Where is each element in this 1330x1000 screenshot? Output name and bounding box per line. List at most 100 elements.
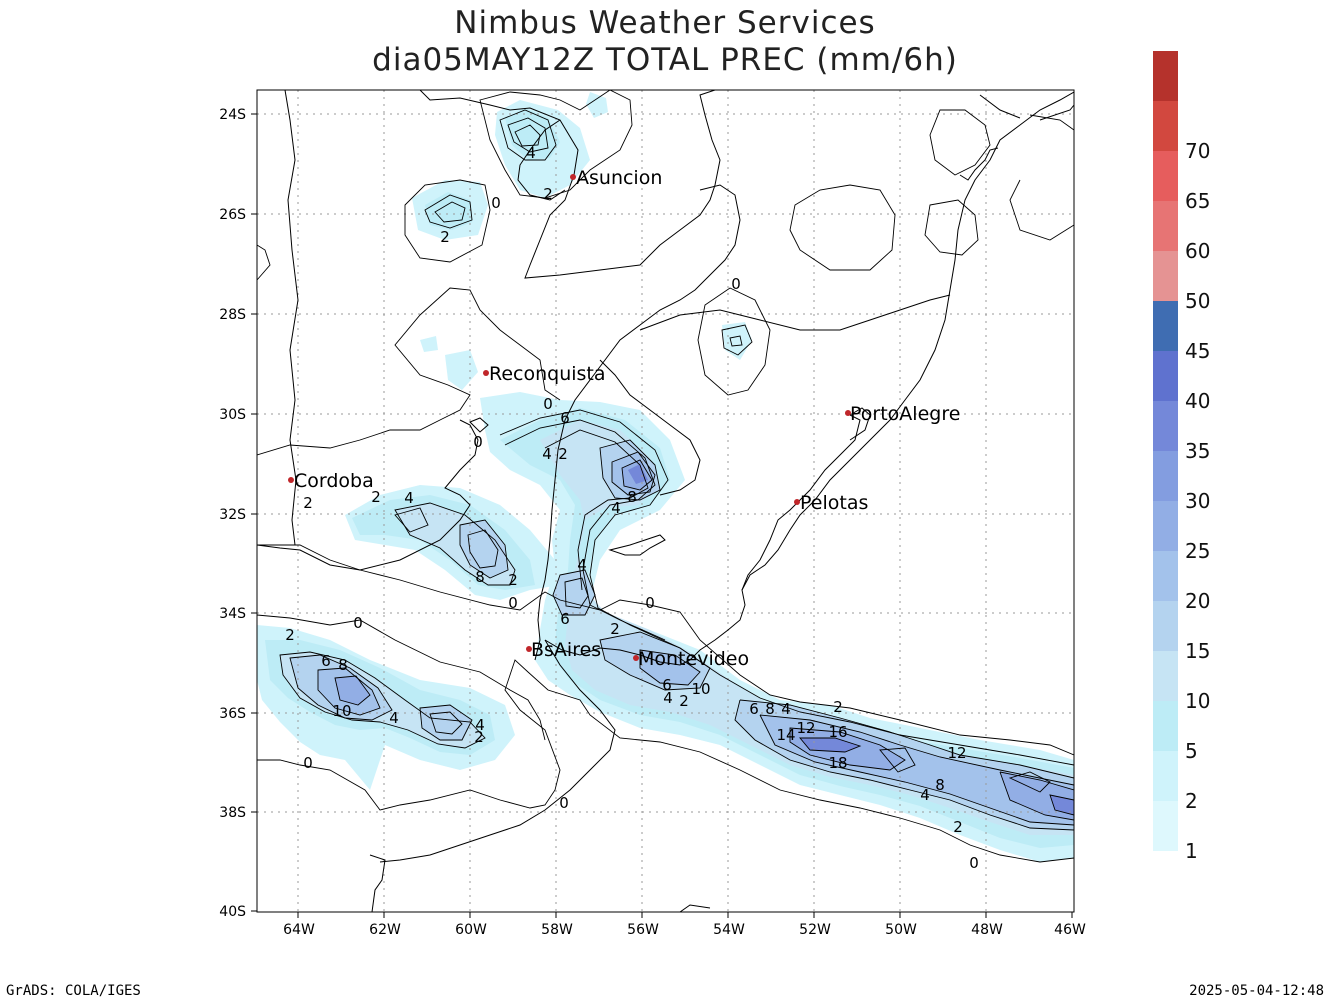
colorbar-label: 70: [1185, 139, 1210, 163]
colorbar-segment: [1153, 51, 1178, 101]
colorbar-segment: [1153, 351, 1178, 401]
contour-label: 6: [662, 676, 672, 694]
contour-label: 2: [371, 488, 381, 506]
city-label: Montevideo: [638, 648, 749, 670]
contour-label: 6: [749, 700, 759, 718]
colorbar-label: 65: [1185, 189, 1210, 213]
contour-label: 0: [303, 754, 313, 772]
contour-label: 2: [833, 698, 843, 716]
city-label: Asuncion: [576, 167, 662, 189]
colorbar-segment: [1153, 451, 1178, 501]
contour-label: 2: [474, 728, 484, 746]
contour-label: 8: [475, 568, 485, 586]
contour-label: 16: [828, 723, 847, 741]
colorbar-label: 5: [1185, 739, 1198, 763]
colorbar-label: 20: [1185, 589, 1210, 613]
y-tick-label: 32S: [219, 507, 246, 523]
x-tick-label: 50W: [885, 922, 917, 938]
contour-label: 8: [338, 656, 348, 674]
colorbar-segment: [1153, 301, 1178, 351]
colorbar-segment: [1153, 101, 1178, 151]
y-tick-label: 28S: [219, 307, 246, 323]
city-bsaires: BsAires: [526, 639, 601, 661]
contour-label: 4: [920, 786, 930, 804]
contour-label: 4: [475, 716, 485, 734]
contour-label: 4: [611, 499, 621, 517]
y-tick-label: 38S: [219, 805, 246, 821]
contour-label: 0: [508, 594, 518, 612]
x-tick-label: 58W: [541, 922, 573, 938]
footer-right: 2025-05-04-12:48: [1189, 983, 1324, 999]
y-tick-label: 40S: [219, 904, 246, 920]
colorbar-segment: [1153, 601, 1178, 651]
x-tick-label: 52W: [799, 922, 831, 938]
x-tick-label: 62W: [369, 922, 401, 938]
contour-label: 8: [765, 700, 775, 718]
contour-label: 0: [969, 854, 979, 872]
y-tick-label: 36S: [219, 706, 246, 722]
contour-label: 0: [731, 275, 741, 293]
contour-label: 2: [610, 620, 620, 638]
contour-label: 0: [543, 395, 553, 413]
contour-label: 4: [577, 556, 587, 574]
y-tick-label: 26S: [219, 207, 246, 223]
colorbar-label: 40: [1185, 389, 1210, 413]
contour-label: 18: [828, 754, 847, 772]
city-label: Pelotas: [800, 492, 868, 514]
contour-label: 8: [627, 488, 637, 506]
colorbar-label: 15: [1185, 639, 1210, 663]
colorbar-label: 2: [1185, 789, 1198, 813]
colorbar-label: 45: [1185, 339, 1210, 363]
map-frame: [256, 89, 1075, 913]
contour-label: 4: [389, 709, 399, 727]
y-axis: 24S 26S 28S 30S 32S 34S 36S 38S 40S: [219, 107, 257, 920]
contour-label: 8: [935, 776, 945, 794]
contour-label: 0: [491, 194, 501, 212]
colorbar-label: 60: [1185, 239, 1210, 263]
colorbar-segment: [1153, 801, 1178, 851]
contour-label: 2: [508, 571, 518, 589]
map-panel: Asuncion Reconquista PortoAlegre Cordoba…: [256, 89, 1075, 913]
colorbar-segment: [1153, 201, 1178, 251]
city-markers: Asuncion Reconquista PortoAlegre Cordoba…: [288, 167, 960, 670]
contour-label: 4: [663, 689, 673, 707]
y-tick-label: 34S: [219, 606, 246, 622]
y-tick-label: 24S: [219, 107, 246, 123]
colorbar-segment: [1153, 751, 1178, 801]
contour-label: 12: [796, 719, 815, 737]
contour-label: 14: [776, 726, 795, 744]
y-tick-label: 30S: [219, 407, 246, 423]
colorbar-label: 30: [1185, 489, 1210, 513]
contour-label: 6: [321, 652, 331, 670]
footer-left: GrADS: COLA/IGES: [6, 983, 141, 999]
graticule: [257, 90, 1074, 912]
city-label: BsAires: [531, 639, 601, 661]
city-reconquista: Reconquista: [483, 363, 606, 385]
colorbar-segment: [1153, 151, 1178, 201]
contour-label: 10: [691, 680, 710, 698]
city-asuncion: Asuncion: [570, 167, 662, 189]
x-tick-label: 48W: [971, 922, 1003, 938]
coastlines: [257, 90, 1074, 912]
city-label: PortoAlegre: [850, 403, 960, 425]
title-line-1: Nimbus Weather Services: [454, 5, 875, 41]
x-axis: 64W 62W 60W 58W 56W 54W 52W 50W 48W 46W: [283, 912, 1086, 938]
city-portoalegre: PortoAlegre: [845, 403, 960, 425]
colorbar-label: 1: [1185, 839, 1198, 863]
colorbar-label: 25: [1185, 539, 1210, 563]
x-tick-label: 56W: [627, 922, 659, 938]
city-label: Reconquista: [489, 363, 606, 385]
colorbar-segment: [1153, 551, 1178, 601]
colorbar-segment: [1153, 701, 1178, 751]
colorbar-segment: [1153, 501, 1178, 551]
contour-label: 2: [679, 692, 689, 710]
contour-label: 2: [543, 185, 553, 203]
colorbar-label: 10: [1185, 689, 1210, 713]
contour-label: 6: [560, 610, 570, 628]
contour-label: 0: [559, 794, 569, 812]
contour-label: 4: [526, 144, 536, 162]
contour-label: 0: [353, 614, 363, 632]
